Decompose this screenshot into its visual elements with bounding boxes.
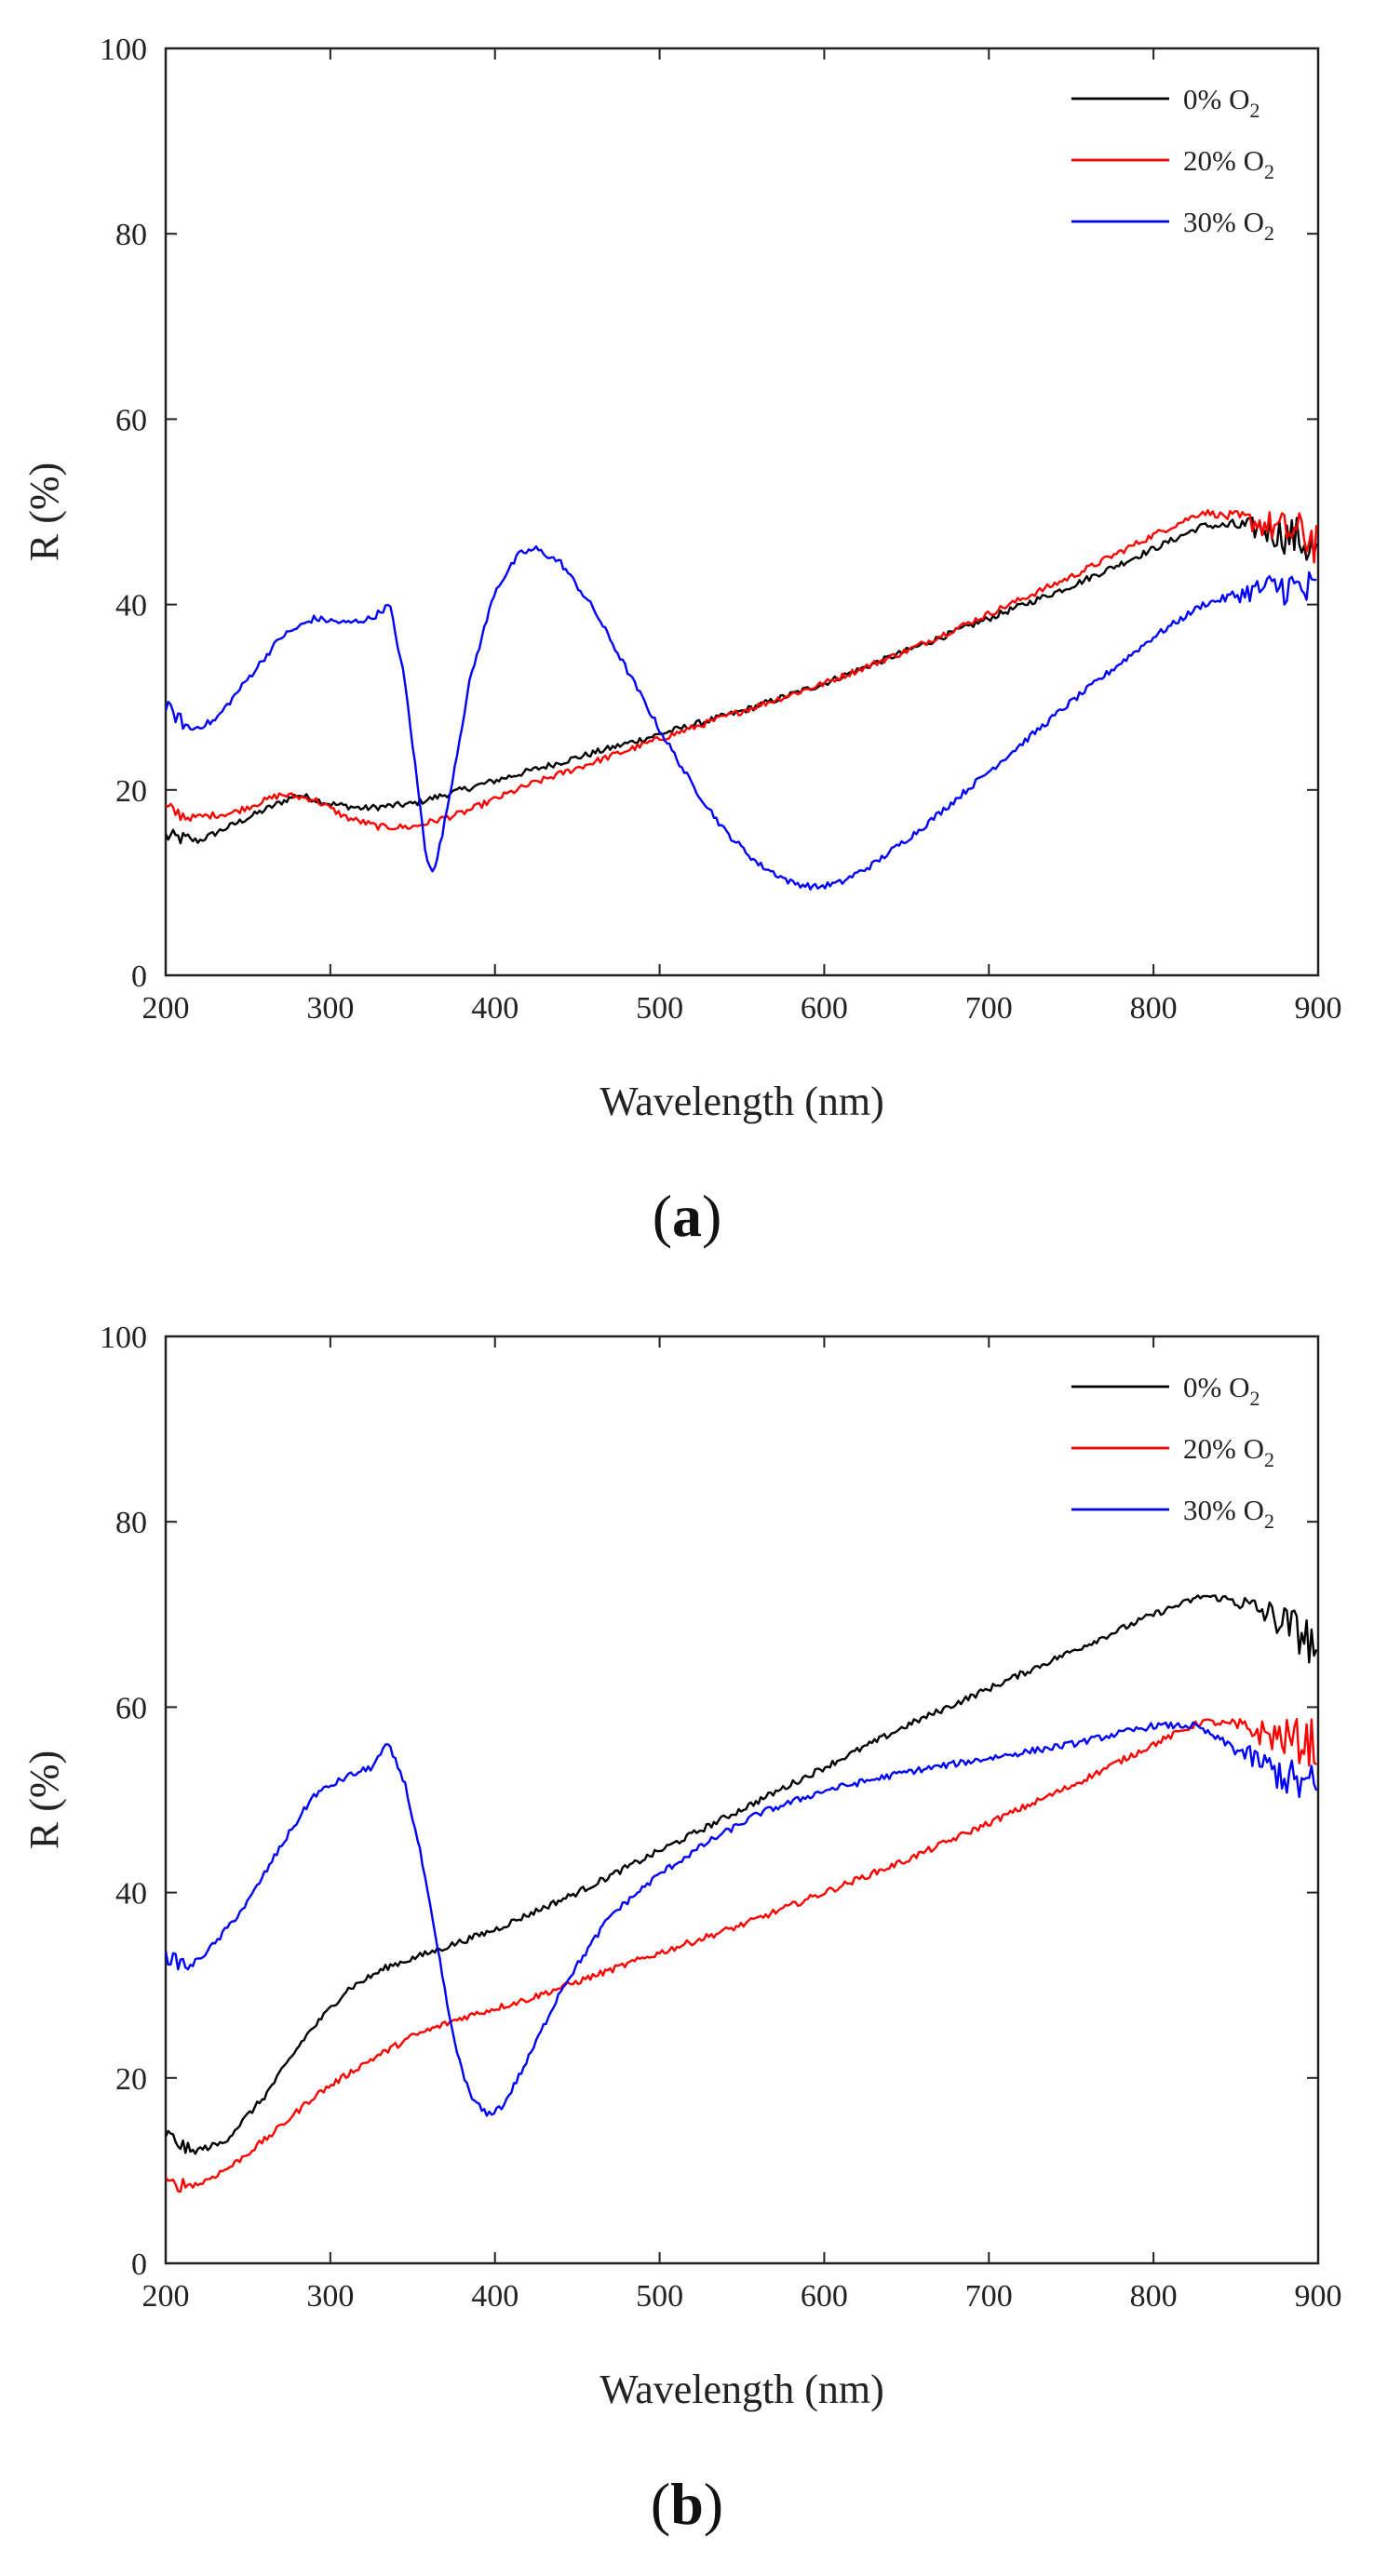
chart-a-plot-frame: [164, 47, 1320, 977]
chart-a-x-axis-title: Wavelength (nm): [599, 1079, 884, 1124]
chart-a-y-tick-label: 100: [100, 33, 147, 67]
chart-b-x-tick-label: 400: [471, 2279, 519, 2314]
panel-b: 200 300 400 500 600 700 800 900 0 20 40 60 80 100 Wave…: [0, 1288, 1374, 2576]
chart-a-x-tick-label: 400: [471, 991, 519, 1026]
chart-a-y-tick-label: 0: [131, 959, 147, 994]
chart-a-x-tick-label: 500: [636, 991, 683, 1026]
chart-b-y-tick-label: 0: [131, 2247, 147, 2282]
chart-a-x-tick-label: 800: [1130, 991, 1178, 1026]
chart-a-y-tick-label: 40: [115, 589, 147, 624]
chart-a-x-tick-label: 200: [142, 991, 190, 1026]
chart-a-x-tick-label: 900: [1295, 991, 1342, 1026]
chart-a-x-tick-label: 300: [306, 991, 354, 1026]
chart-a-x-tick-label: 700: [965, 991, 1013, 1026]
chart-b-series-line-2: [166, 1721, 1318, 2117]
chart-a-x-tick-label: 600: [801, 991, 848, 1026]
panel-b-label: (b): [650, 2471, 724, 2537]
panel-a-label: (a): [652, 1183, 722, 1249]
chart-a-series-line-0: [166, 517, 1318, 845]
chart-b-y-tick-label: 40: [115, 1877, 147, 1912]
chart-b-series-line-0: [166, 1594, 1318, 2155]
chart-a-y-tick-label: 80: [115, 218, 147, 252]
chart-a-legend-label-0: 0% O2: [1183, 83, 1260, 122]
chart-a-legend-label-1: 20% O2: [1183, 144, 1274, 183]
chart-b-legend-label-2: 30% O2: [1183, 1494, 1274, 1533]
chart-b-legend-label-1: 20% O2: [1183, 1432, 1274, 1471]
chart-b-y-tick-label: 60: [115, 1691, 147, 1725]
chart-b-plot-frame: [164, 1335, 1320, 2265]
chart-b-x-tick-label: 900: [1295, 2279, 1342, 2314]
chart-a-y-axis-title: R (%): [21, 463, 67, 561]
chart-b-x-tick-label: 800: [1130, 2279, 1178, 2314]
chart-b-series-line-1: [166, 1718, 1317, 2194]
chart-a-y-tick-label: 20: [115, 774, 147, 809]
chart-a-series-line-1: [166, 509, 1318, 831]
chart-b-y-tick-label: 20: [115, 2062, 147, 2097]
chart-b-x-tick-label: 700: [965, 2279, 1013, 2314]
chart-b-svg: 200 300 400 500 600 700 800 900 0 20 40 60 80 100 Wave…: [21, 1321, 1342, 2412]
chart-a-legend-label-2: 30% O2: [1183, 206, 1274, 245]
chart-b-y-tick-label: 100: [100, 1321, 147, 1355]
chart-a-svg: 200 300 400 500 600 700 800 900 0 20 40 60 80 100 Wave…: [21, 33, 1342, 1124]
chart-b-x-tick-label: 600: [801, 2279, 848, 2314]
panel-a: 200 300 400 500 600 700 800 900 0 20 40 60 80 100 Wave…: [21, 33, 1342, 1249]
chart-b-x-tick-label: 200: [142, 2279, 190, 2314]
chart-b-x-tick-label: 500: [636, 2279, 683, 2314]
chart-b-y-axis-title: R (%): [21, 1751, 67, 1849]
chart-b-y-tick-label: 80: [115, 1506, 147, 1540]
chart-a-y-tick-label: 60: [115, 403, 147, 437]
chart-b-x-tick-label: 300: [306, 2279, 354, 2314]
chart-a-series-line-2: [166, 545, 1317, 891]
chart-b-x-axis-title: Wavelength (nm): [599, 2367, 884, 2412]
chart-b-legend-label-0: 0% O2: [1183, 1371, 1260, 1410]
